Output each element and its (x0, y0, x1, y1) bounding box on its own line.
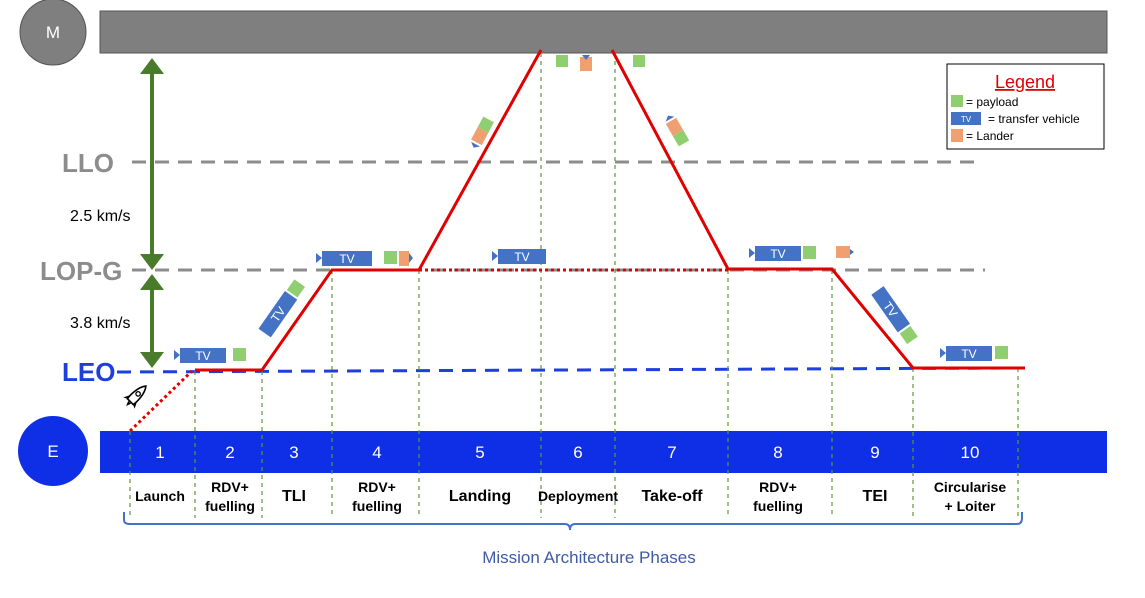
phase-name: Circularise (934, 479, 1007, 495)
vehicle-loiter: TV (940, 346, 1008, 361)
lander-surface (556, 55, 645, 71)
tv-label: TV (961, 347, 976, 361)
phase-name: RDV+ (211, 479, 249, 495)
arrowhead-lower-top (140, 274, 164, 290)
lander-ascent (665, 115, 690, 147)
vehicle-lopg-departure: TV (749, 246, 854, 261)
phase-name: TEI (863, 488, 888, 505)
tv-swatch (951, 112, 981, 125)
phase-name: fuelling (205, 498, 255, 514)
phase-number: 7 (667, 443, 676, 462)
phase-dividers (129, 53, 1019, 518)
legend-tv: = transfer vehicle (988, 112, 1080, 126)
phase-name: Deployment (538, 488, 618, 504)
legend-payload: = payload (966, 95, 1018, 109)
legend-tv-symbol: TV (961, 115, 972, 124)
trajectory-return (610, 49, 1025, 370)
phase-number: 6 (573, 443, 582, 462)
legend: Legend = payload TV = transfer vehicle =… (946, 63, 1105, 150)
vehicle-lopg-arrival: TV (316, 251, 413, 266)
moon-surface-bar (99, 10, 1108, 54)
arrowhead-upper-top (140, 58, 164, 74)
footer-label: Mission Architecture Phases (482, 548, 696, 567)
arrowhead-upper-bottom (140, 254, 164, 270)
phase-name: RDV+ (759, 479, 797, 495)
legend-lander: = Lander (966, 129, 1014, 143)
earth-circle (18, 416, 88, 486)
vehicle-lopg-waiting: TV (492, 249, 546, 264)
vehicle-tli: TV (258, 279, 305, 338)
phase-name: fuelling (753, 498, 803, 514)
tv-label: TV (514, 250, 529, 264)
delta-v-lower-label: 3.8 km/s (70, 315, 130, 332)
phase-number: 10 (961, 443, 980, 462)
phase-name: + Loiter (945, 498, 997, 514)
phase-number: 1 (155, 443, 164, 462)
phase-number: 4 (372, 443, 381, 462)
delta-v-upper-label: 2.5 km/s (70, 208, 130, 225)
arrowhead-lower-bottom (140, 352, 164, 368)
llo-label: LLO (62, 148, 114, 178)
vehicle-tei: TV (871, 286, 918, 345)
phase-name: Take-off (641, 488, 703, 505)
phase-name: RDV+ (358, 479, 396, 495)
moon-label: M (46, 23, 60, 42)
phase-number: 8 (773, 443, 782, 462)
phase-name: fuelling (352, 498, 402, 514)
earth-surface-bar (100, 431, 1107, 473)
trajectory-outbound (195, 49, 543, 372)
launch-ascent-dotted (128, 369, 194, 433)
phase-number: 5 (475, 443, 484, 462)
leo-label: LEO (62, 357, 115, 387)
phase-name: Landing (449, 488, 511, 505)
tv-label: TV (195, 349, 210, 363)
tv-label: TV (770, 247, 785, 261)
phase-name: TLI (282, 488, 306, 505)
vehicle-leo: TV (174, 348, 246, 363)
phase-brace (123, 512, 1023, 531)
lopg-label: LOP-G (40, 256, 122, 286)
phase-number: 2 (225, 443, 234, 462)
lander-swatch (951, 129, 963, 142)
phase-name: Launch (135, 488, 185, 504)
payload-swatch (951, 95, 963, 107)
earth-label: E (47, 442, 58, 461)
tv-label: TV (339, 252, 354, 266)
phase-names: Launch RDV+ fuelling TLI RDV+ fuelling Landing… (135, 479, 1006, 514)
phase-number: 9 (870, 443, 879, 462)
phase-numbers: 1 2 3 4 5 6 7 8 9 10 (155, 443, 979, 462)
lander-descent (471, 116, 494, 148)
rocket-icon (123, 385, 147, 409)
leo-orbit-line (116, 366, 1011, 374)
moon-circle (19, 0, 87, 66)
legend-title: Legend (995, 72, 1055, 92)
phase-number: 3 (289, 443, 298, 462)
